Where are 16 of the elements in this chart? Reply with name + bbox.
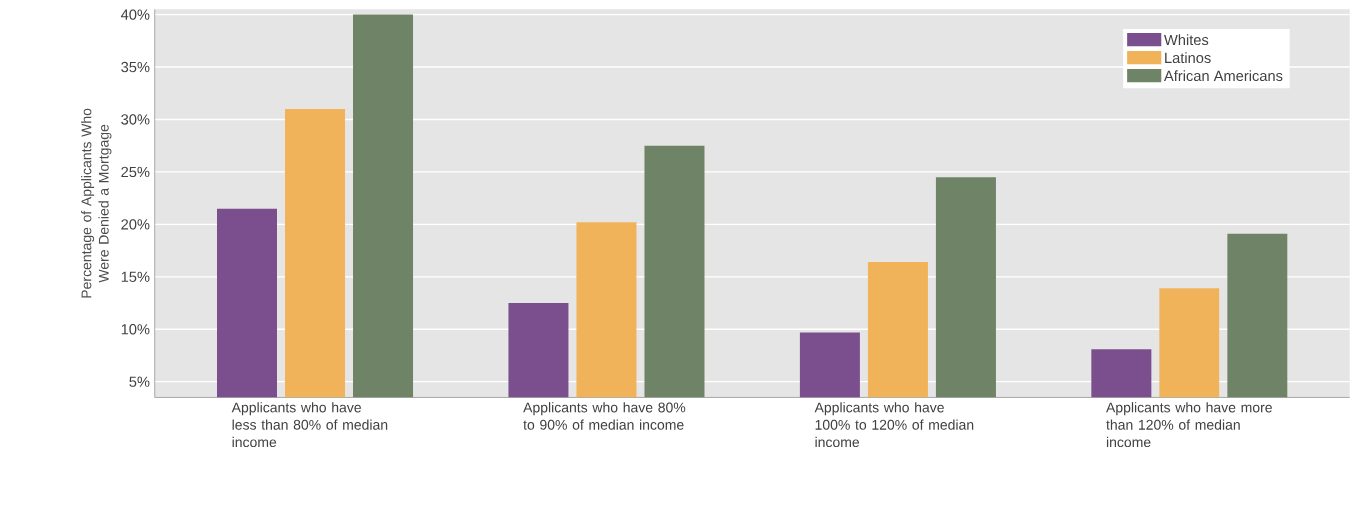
- x-tick-label: Applicants who have 100% to 120% of median income: [814, 402, 974, 448]
- y-axis-title: Percentage of Applicants Who Were Denied a Mortgage: [81, 108, 112, 298]
- legend-label: Whites: [1164, 34, 1209, 46]
- x-tick-label: Applicants who have less than 80% of median income: [231, 402, 388, 448]
- legend-label: African Americans: [1163, 70, 1283, 81]
- x-tick-label: Applicants who have 80% to 90% of median income: [523, 402, 686, 430]
- y-tick-label: 5%: [129, 376, 150, 387]
- legend-label: Latinos: [1165, 52, 1211, 64]
- y-tick-label: 20%: [121, 219, 150, 230]
- y-tick-label: 10%: [121, 324, 150, 335]
- y-tick-label: 40%: [120, 9, 150, 20]
- y-tick-label: 15%: [121, 271, 150, 282]
- y-tick-label: 35%: [121, 61, 150, 73]
- y-tick-label: 25%: [121, 166, 150, 178]
- y-tick-label: 30%: [121, 114, 150, 125]
- x-tick-label: Applicants who have more than 120% of median income: [1106, 402, 1272, 448]
